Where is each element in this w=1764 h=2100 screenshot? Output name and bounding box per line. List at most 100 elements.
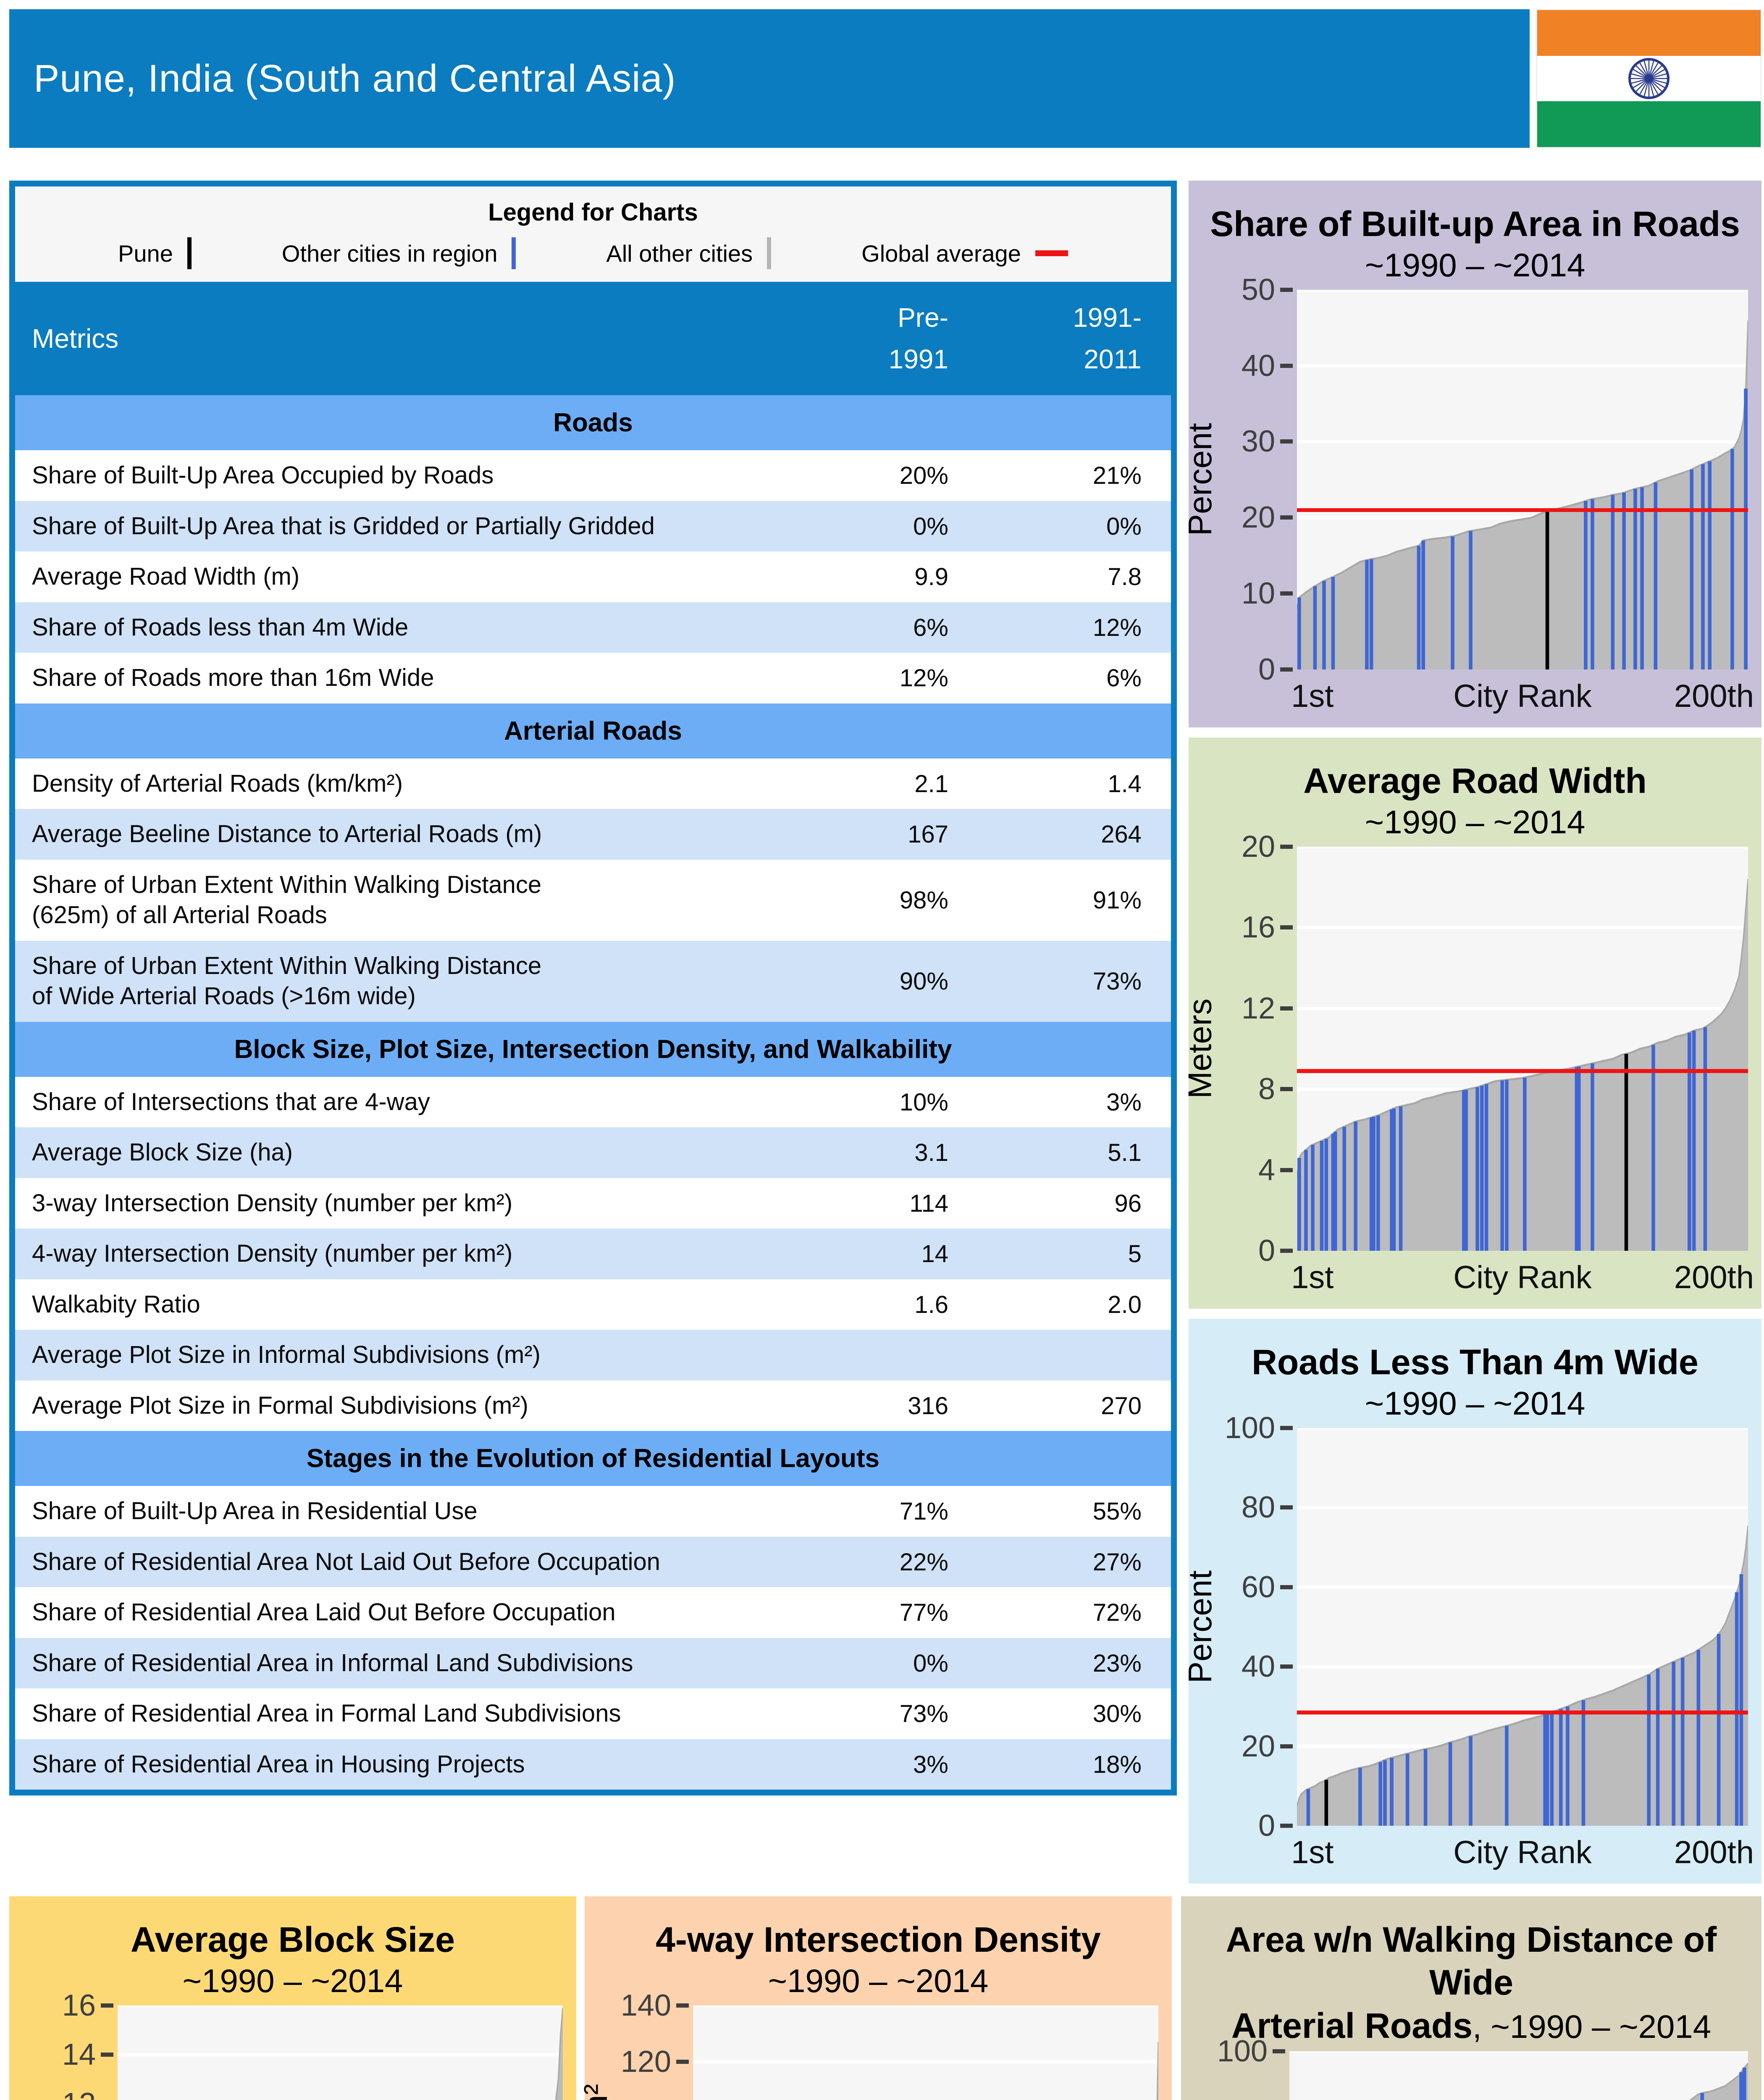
table-row: Density of Arterial Roads (km/km²) 2.1 1.4 <box>15 758 1171 809</box>
metric-label: Share of Built-Up Area Occupied by Roads <box>32 462 494 489</box>
plot-background <box>693 2005 1158 2100</box>
y-tick-mark <box>1280 1585 1293 1589</box>
y-tick-label: 20 <box>1241 501 1275 535</box>
y-tick-label: 16 <box>62 1988 96 2022</box>
y-axis-ticks: 0 10 20 30 40 50 <box>1189 273 1297 686</box>
y-tick-mark <box>1280 1744 1293 1748</box>
y-tick-label: 4 <box>1258 1153 1275 1187</box>
distribution-edge <box>1297 320 1748 609</box>
y-tick-mark <box>1280 287 1293 292</box>
x-label-first: 1st <box>1291 1260 1334 1295</box>
y-tick-mark <box>1280 363 1293 368</box>
table-row: Share of Roads less than 4m Wide 6% 12% <box>15 602 1171 653</box>
metric-label: Share of Roads more than 16m Wide <box>32 664 434 692</box>
metric-value-pre-1991: 9.9 <box>914 563 948 591</box>
legend-item-label: Pune <box>118 240 173 267</box>
metric-value-pre-1991: 98% <box>899 886 948 914</box>
y-tick-label: 100 <box>1217 2034 1268 2068</box>
legend-bar-swatch <box>187 237 192 269</box>
metric-label: Average Beeline Distance to Arterial Roa… <box>32 820 542 848</box>
india-flag-icon <box>1536 9 1761 148</box>
metric-value-pre-1991: 6% <box>913 614 948 641</box>
table-row: Share of Built-Up Area Occupied by Roads… <box>15 450 1171 501</box>
y-axis-ticks: 0246810121416 <box>9 1989 118 2100</box>
y-tick-mark <box>1280 844 1293 849</box>
y-tick-label: 40 <box>1241 1650 1275 1684</box>
metric-value-pre-1991: 22% <box>899 1548 948 1576</box>
y-tick-label: 16 <box>1241 911 1275 945</box>
chart-title: Average Block Size ~1990 – ~2014 <box>131 1920 455 2000</box>
legend-dash-swatch <box>1035 250 1068 256</box>
all-cities-distribution-area <box>1690 2063 1748 2100</box>
table-row: Share of Roads more than 16m Wide 12% 6% <box>15 653 1171 704</box>
y-tick-mark <box>1280 1249 1293 1253</box>
y-tick-mark <box>1280 591 1293 596</box>
metric-label: Share of Residential Area in Housing Pro… <box>32 1750 525 1778</box>
y-tick-label: 20 <box>1241 830 1275 864</box>
metric-value-1991-2011: 7.8 <box>1108 563 1142 591</box>
y-tick-mark <box>1280 1168 1293 1172</box>
plot-area <box>1297 846 1748 1251</box>
metric-value-pre-1991: 3.1 <box>914 1139 948 1167</box>
table-row: Share of Residential Area in Housing Pro… <box>15 1739 1171 1790</box>
x-label-first: 1st <box>1291 678 1334 714</box>
metrics-column-header: Metrics <box>32 323 119 354</box>
y-tick-label: 140 <box>620 1988 671 2022</box>
metric-value-pre-1991: 316 <box>908 1392 948 1420</box>
plot-area <box>118 2005 563 2100</box>
flag-saffron-stripe <box>1537 10 1761 56</box>
metric-value-1991-2011: 91% <box>1092 886 1142 914</box>
x-axis-title: City Rank <box>1453 678 1592 714</box>
y-tick-mark <box>1280 1505 1293 1510</box>
plot-background <box>1289 2051 1748 2100</box>
page-title: Pune, India (South and Central Asia) <box>34 57 676 100</box>
metric-value-pre-1991: 3% <box>913 1751 948 1778</box>
y-tick-mark <box>1280 1664 1293 1669</box>
metric-label: Share of Roads less than 4m Wide <box>32 613 409 641</box>
metric-value-1991-2011: 6% <box>1106 664 1142 692</box>
metric-label: 4-way Intersection Density (number per k… <box>32 1240 513 1268</box>
metric-value-pre-1991: 167 <box>908 821 948 848</box>
table-row: 3-way Intersection Density (number per k… <box>15 1178 1171 1229</box>
metric-label: Share of Built-Up Area that is Gridded o… <box>32 512 655 540</box>
y-tick-label: 12 <box>24 2087 96 2100</box>
table-row: Share of Built-Up Area that is Gridded o… <box>15 501 1171 552</box>
ashoka-chakra-icon <box>1628 58 1670 99</box>
legend-item: Other cities in region <box>282 237 516 269</box>
metric-label: Average Road Width (m) <box>32 563 300 591</box>
x-label-last: 200th <box>1674 1835 1754 1870</box>
legend-item: Global average <box>861 240 1068 267</box>
metric-label: Average Plot Size in Formal Subdivisions… <box>32 1391 528 1419</box>
y-tick-mark <box>676 2059 689 2064</box>
legend-item-label: Other cities in region <box>281 240 498 267</box>
y-tick-mark <box>1280 515 1293 520</box>
chart-legend: Legend for Charts Pune Other cities in re… <box>15 186 1171 282</box>
metric-value-pre-1991: 90% <box>899 967 948 995</box>
section-header: Arterial Roads <box>15 703 1171 759</box>
y-tick-label: 120 <box>620 2045 671 2079</box>
pre-1991-column-header: Pre- 1991 <box>888 302 948 375</box>
1991-2011-column-header: 1991- 2011 <box>1073 302 1142 375</box>
metric-label: Share of Residential Area in Formal Land… <box>32 1700 621 1727</box>
y-tick-label: 20 <box>1241 1729 1275 1763</box>
chart-4way-intersection-density: 4-way Intersection Density~1990 – ~2014N… <box>578 1896 1172 2100</box>
distribution-edge <box>1297 879 1748 1179</box>
metric-label: Walkabity Ratio <box>32 1290 200 1318</box>
y-tick-label: 60 <box>1241 1570 1275 1604</box>
section-header: Roads <box>15 395 1171 451</box>
chart-title: Roads Less Than 4m Wide ~1990 – ~2014 <box>1252 1342 1698 1422</box>
chart-share-builtup-area-in-roads: Share of Built-up Area in Roads ~1990 – ~… <box>1181 181 1761 727</box>
legend-item: Pune <box>118 237 192 269</box>
metric-value-pre-1991: 0% <box>913 512 948 540</box>
legend-bar-swatch <box>767 237 772 269</box>
y-axis-ticks: 020406080100120140 <box>585 1989 693 2100</box>
table-row: Average Plot Size in Informal Subdivisio… <box>15 1330 1171 1381</box>
metric-value-pre-1991: 10% <box>899 1088 948 1116</box>
metric-label: Density of Arterial Roads (km/km²) <box>32 769 403 797</box>
table-row: Average Block Size (ha) 3.1 5.1 <box>15 1127 1171 1178</box>
